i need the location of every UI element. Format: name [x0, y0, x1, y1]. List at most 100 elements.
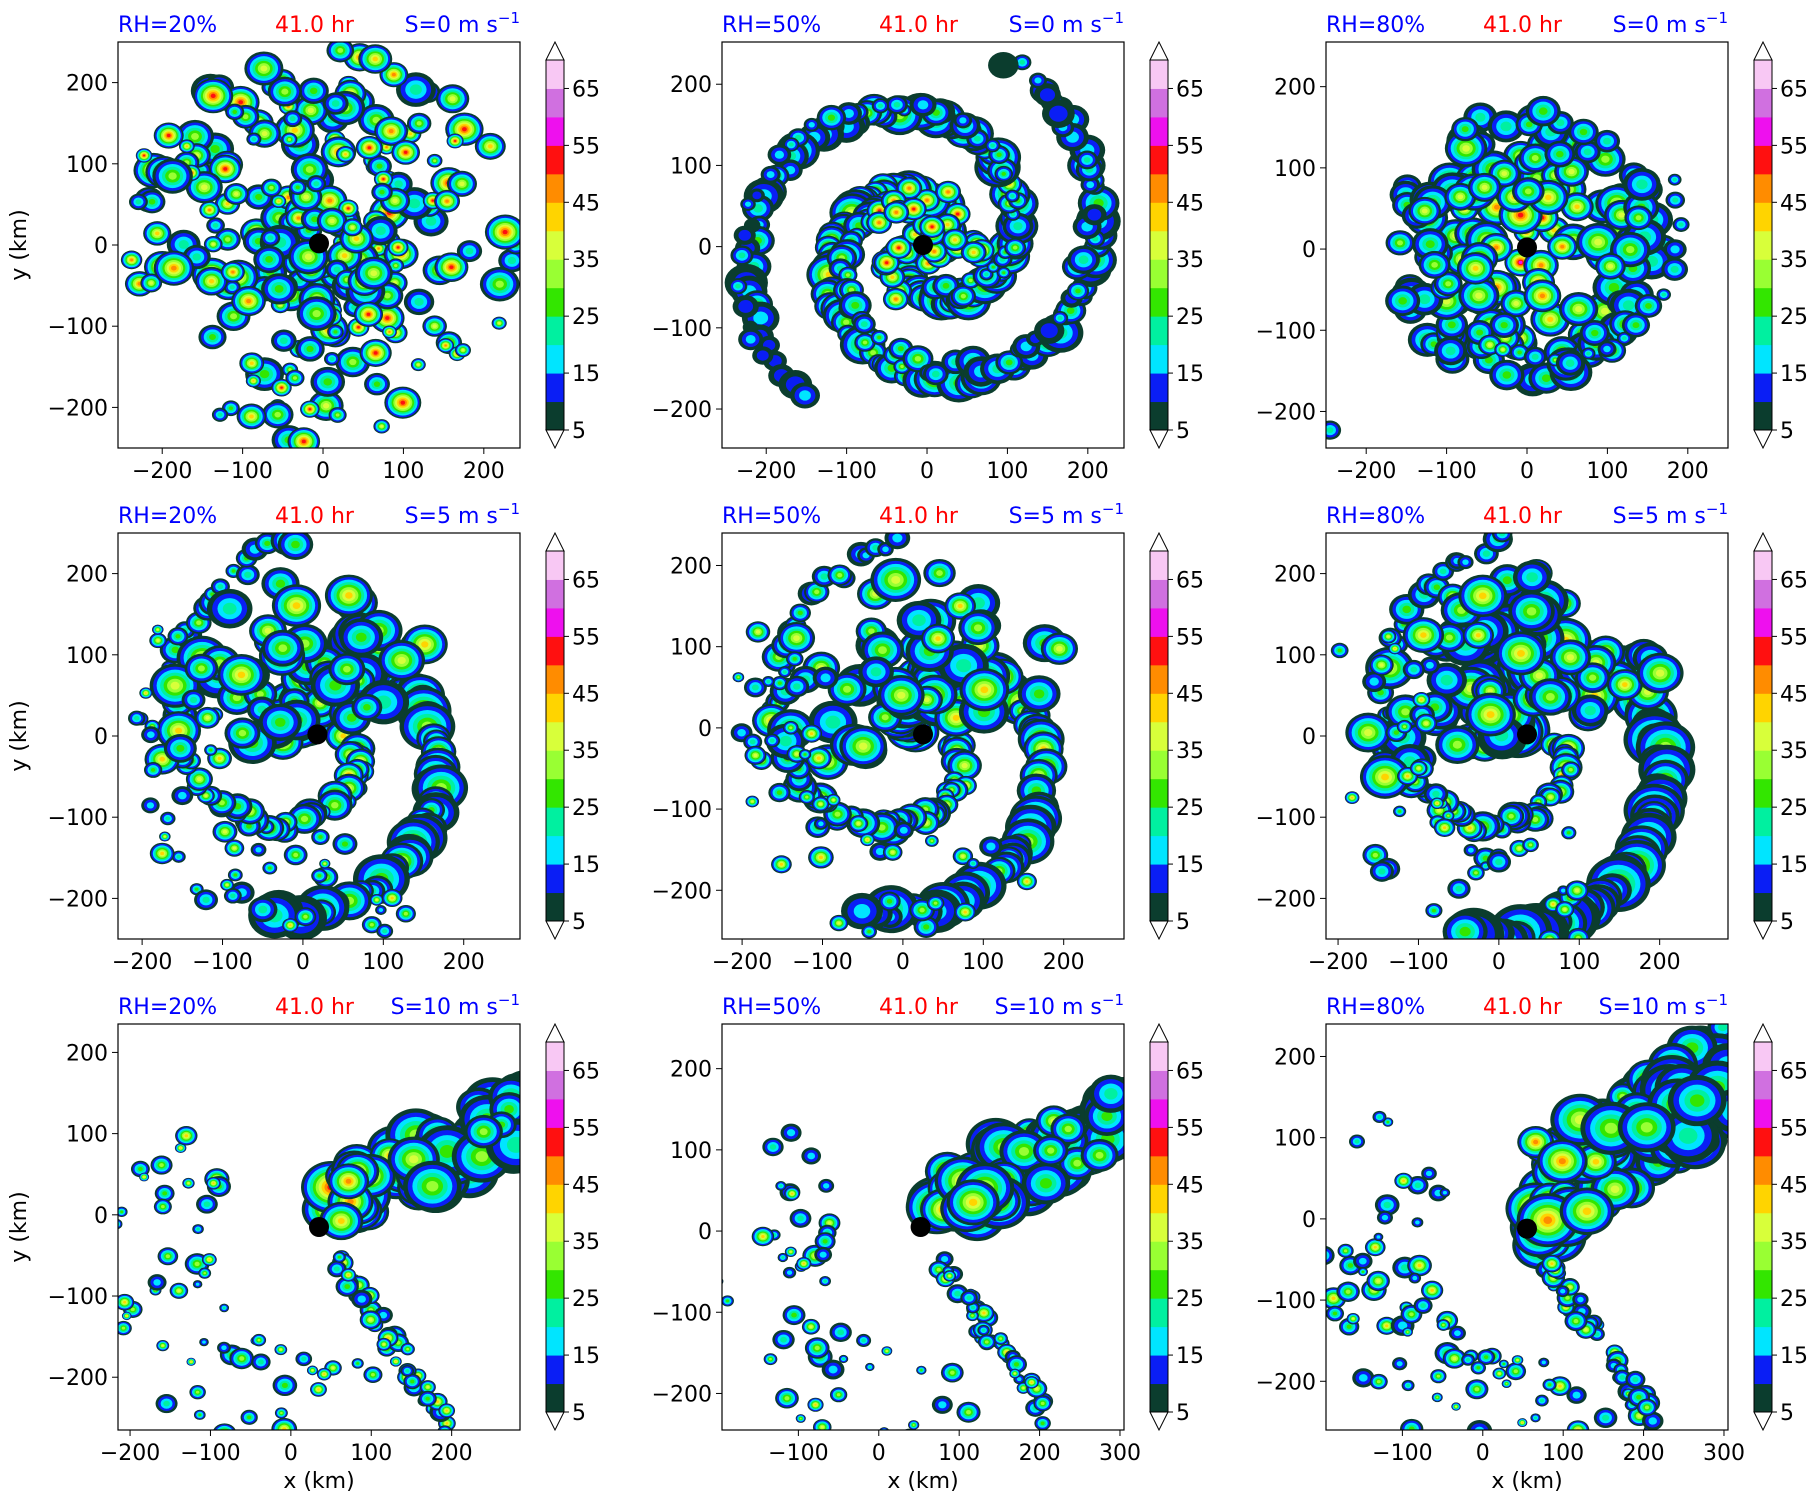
colorbar-segment	[1150, 892, 1168, 922]
contour-field	[128, 533, 469, 939]
x-tick-label: −100	[180, 1441, 240, 1466]
colorbar-tick-label: 65	[1780, 77, 1808, 102]
colorbar: 5 15 25 35 45 55 65	[1753, 531, 1808, 941]
colorbar-frame	[1149, 1041, 1169, 1413]
colorbar-tick-label: 45	[572, 1173, 600, 1198]
colorbar-segment	[1754, 173, 1772, 203]
colorbar-segment	[1754, 1212, 1772, 1242]
y-tick-label: 100	[66, 1123, 108, 1148]
colorbar-extend-min	[1149, 1411, 1169, 1432]
y-tick-label: 0	[698, 236, 712, 261]
colorbar-segment	[546, 1184, 564, 1214]
colorbar-extend-min	[545, 1411, 565, 1432]
colorbar-tick-label: 5	[1176, 419, 1190, 444]
y-tick-label: 200	[670, 1058, 712, 1083]
colorbar-frame	[1149, 59, 1169, 431]
colorbar-extend-max	[1149, 40, 1169, 61]
colorbar-frame	[1753, 1041, 1773, 1413]
colorbar-segment	[1754, 344, 1772, 374]
colorbar-segment	[1754, 892, 1772, 922]
shear-label: S=0 m s−1	[405, 9, 520, 38]
x-tick-label: 200	[463, 459, 505, 484]
rh-label: RH=20%	[118, 13, 217, 38]
colorbar-tick-label: 15	[1176, 1344, 1204, 1369]
plot-frame	[721, 532, 1125, 940]
colorbar-segment	[546, 607, 564, 637]
y-tick-label: 0	[94, 234, 108, 259]
colorbar-tick-label: 5	[1780, 910, 1794, 935]
colorbar-segment	[546, 145, 564, 175]
y-tick-label: −100	[652, 798, 712, 823]
colorbar: 5 15 25 35 45 55 65	[1149, 40, 1204, 450]
colorbar-tick-label: 15	[1780, 1344, 1808, 1369]
y-tick-label: 0	[94, 725, 108, 750]
colorbar-frame	[1753, 59, 1773, 431]
colorbar-segment	[1150, 173, 1168, 203]
shear-label: S=5 m s−1	[1613, 500, 1728, 529]
colorbar-tick-label: 45	[1780, 1173, 1808, 1198]
x-tick-label: −100	[768, 1441, 828, 1466]
colorbar-segment	[546, 778, 564, 808]
colorbar-segment	[1754, 287, 1772, 317]
y-tick-label: 100	[1274, 644, 1316, 669]
colorbar-segment	[1754, 316, 1772, 346]
colorbar-extend-max	[1149, 1022, 1169, 1043]
colorbar-segment	[1150, 259, 1168, 289]
plot-frame	[1325, 1023, 1729, 1431]
y-tick-label: −200	[48, 887, 108, 912]
colorbar-tick-label: 15	[1780, 362, 1808, 387]
x-tick-label: −100	[792, 950, 852, 975]
colorbar-segment	[1754, 373, 1772, 403]
y-tick-label: 100	[66, 644, 108, 669]
x-tick-label: 200	[443, 950, 485, 975]
colorbar-segment	[546, 60, 564, 89]
contour-field	[120, 42, 520, 448]
colorbar-segment	[1754, 1241, 1772, 1271]
x-tick-label: −200	[712, 950, 772, 975]
colorbar-segment	[1754, 864, 1772, 894]
y-tick-label: 100	[670, 154, 712, 179]
colorbar-tick-label: 35	[572, 1230, 600, 1255]
colorbar-segment	[546, 750, 564, 780]
colorbar-segment	[1754, 750, 1772, 780]
colorbar-frame	[545, 1041, 565, 1413]
colorbar-extend-min	[1753, 920, 1773, 941]
colorbar-segment	[546, 835, 564, 865]
x-tick-label: 300	[1703, 1441, 1745, 1466]
colorbar-segment	[1754, 1326, 1772, 1356]
shear-label: S=10 m s−1	[995, 991, 1124, 1020]
colorbar-segment	[1150, 636, 1168, 666]
x-tick-label: 100	[382, 459, 424, 484]
colorbar-tick-label: 15	[572, 1344, 600, 1369]
colorbar-tick-label: 45	[1780, 682, 1808, 707]
x-tick-label: 200	[431, 1441, 473, 1466]
colorbar-segment	[1754, 259, 1772, 289]
colorbar-extend-max	[1149, 531, 1169, 552]
y-tick-label: −100	[48, 806, 108, 831]
storm-center-marker	[309, 233, 329, 254]
colorbar-segment	[1150, 1098, 1168, 1128]
colorbar-frame	[1753, 550, 1773, 922]
colorbar-segment	[546, 1298, 564, 1328]
colorbar-segment	[1150, 1269, 1168, 1299]
colorbar-segment	[546, 230, 564, 260]
colorbar-segment	[1150, 693, 1168, 723]
y-tick-label: −100	[652, 317, 712, 342]
colorbar-segment	[1754, 721, 1772, 751]
colorbar-segment	[1754, 636, 1772, 666]
storm-center-marker	[910, 1217, 931, 1237]
colorbar-segment	[546, 287, 564, 317]
x-tick-label: 200	[1667, 459, 1709, 484]
plot-frame	[721, 1023, 1125, 1431]
colorbar-segment	[546, 551, 564, 580]
colorbar-tick-label: 65	[1176, 77, 1204, 102]
colorbar: 5 15 25 35 45 55 65	[1149, 1022, 1204, 1432]
y-tick-label: 200	[1274, 563, 1316, 588]
x-tick-label: 0	[284, 1441, 298, 1466]
colorbar-segment	[546, 1355, 564, 1385]
colorbar-segment	[546, 664, 564, 694]
y-tick-label: 200	[1274, 1045, 1316, 1070]
y-tick-label: −200	[48, 1366, 108, 1391]
contour-field	[722, 1074, 1124, 1430]
y-tick-label: 200	[670, 554, 712, 579]
